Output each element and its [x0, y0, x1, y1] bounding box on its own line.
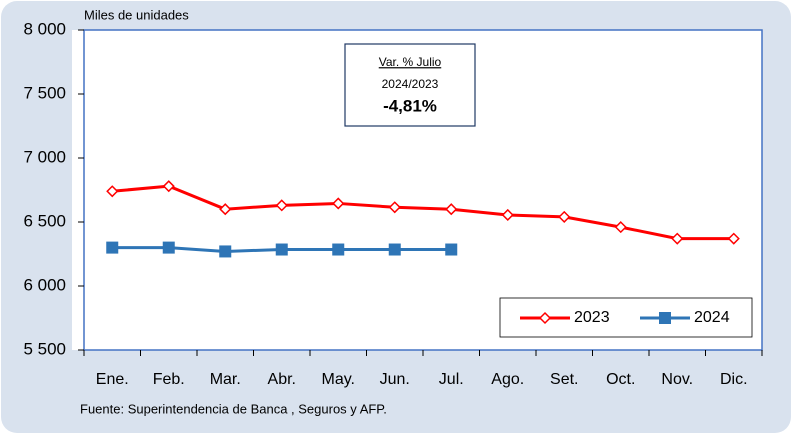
y-tick-label: 8 000 — [23, 19, 66, 38]
x-tick-label: Dic. — [720, 371, 748, 388]
x-tick-label: Nov. — [661, 371, 693, 388]
point — [538, 311, 552, 325]
point — [106, 241, 119, 254]
point — [162, 180, 175, 193]
point — [332, 243, 345, 256]
x-tick-label: Jul. — [439, 371, 464, 388]
series-line — [112, 184, 734, 241]
point — [501, 208, 514, 222]
legend-label: 2024 — [694, 309, 730, 326]
y-tick-label: 7 500 — [23, 83, 66, 102]
x-tick-label: Set. — [550, 371, 578, 388]
annotation-value: -4,81% — [383, 96, 437, 115]
x-tick-label: Jun. — [380, 371, 410, 388]
point — [219, 203, 232, 216]
x-tick-label: Oct. — [606, 371, 635, 388]
x-tick-label: Mar. — [210, 371, 241, 388]
point — [558, 210, 571, 223]
point — [445, 243, 458, 256]
point — [388, 201, 401, 214]
annotation-box — [344, 43, 476, 127]
point — [219, 245, 232, 258]
point — [614, 221, 627, 234]
point — [106, 185, 119, 198]
point — [275, 243, 288, 256]
point — [332, 197, 345, 210]
x-tick-label: Abr. — [268, 371, 296, 388]
point — [659, 312, 671, 324]
source: Fuente: Superintendencia de Banca , Segu… — [80, 401, 387, 416]
y-tick-label: 6 000 — [23, 275, 66, 294]
point — [162, 241, 175, 254]
y-tick-label: 5 500 — [23, 339, 66, 358]
legend-label: 2023 — [574, 309, 610, 326]
x-tick-label: Ago. — [491, 371, 524, 388]
point — [388, 243, 401, 256]
point — [445, 203, 458, 216]
y-tick-label: 7 000 — [23, 147, 66, 166]
y-axis-label: Miles de unidades — [84, 7, 189, 22]
annotation-period: 2024/2023 — [382, 77, 439, 91]
x-tick-label: Ene. — [96, 371, 129, 388]
x-tick-label: Feb. — [153, 371, 185, 388]
point — [727, 232, 740, 245]
point — [671, 232, 684, 245]
x-tick-label: May. — [322, 371, 355, 388]
annotation-title: Var. % Julio — [379, 55, 442, 69]
point — [275, 199, 288, 212]
y-tick-label: 6 500 — [23, 211, 66, 230]
